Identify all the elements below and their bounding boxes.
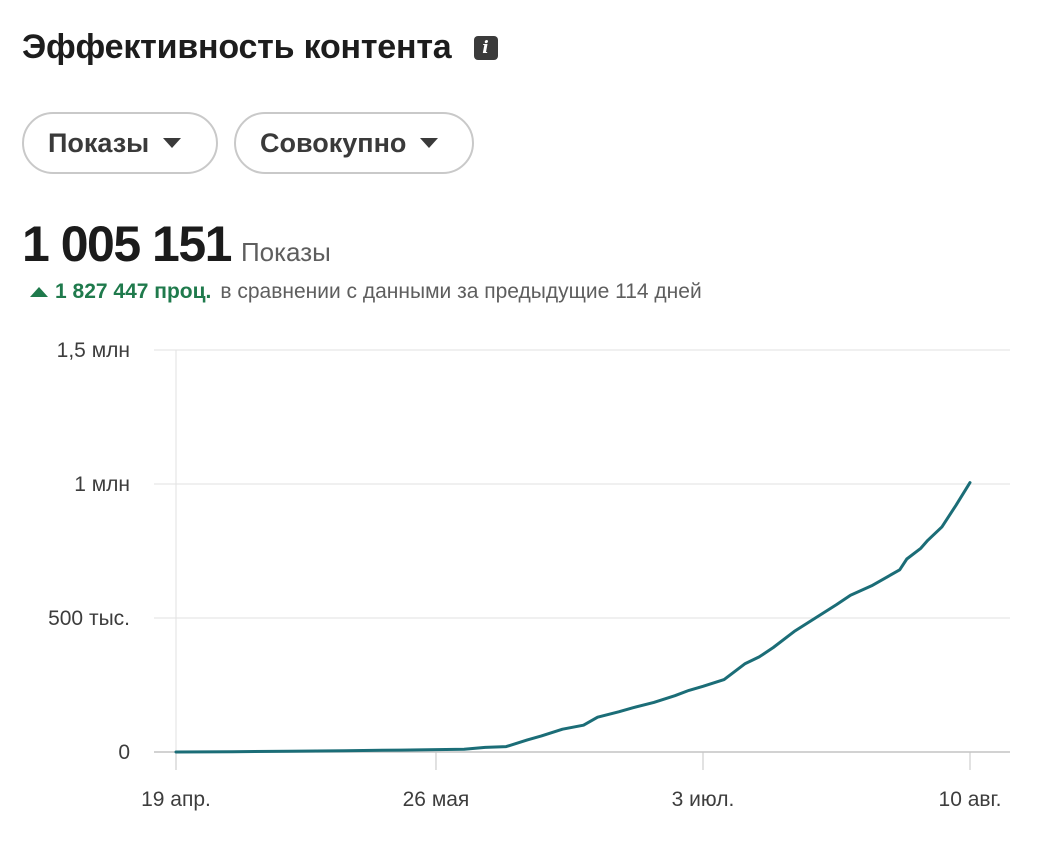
metric-dropdown[interactable]: Показы xyxy=(22,112,218,174)
comparison-row: 1 827 447 проц. в сравнении с данными за… xyxy=(30,280,702,304)
metric-dropdown-label: Показы xyxy=(48,127,150,158)
mode-dropdown[interactable]: Совокупно xyxy=(234,112,474,174)
filter-bar: Показы Совокупно xyxy=(22,112,474,174)
x-tick-label: 19 апр. xyxy=(141,788,211,811)
change-text: в сравнении с данными за предыдущие 114 … xyxy=(220,280,702,303)
y-tick-label: 500 тыс. xyxy=(48,607,130,630)
y-tick-label: 0 xyxy=(118,741,130,764)
x-tick-label: 26 мая xyxy=(403,788,470,811)
x-tick-label: 3 июл. xyxy=(672,788,735,811)
total-impressions-value: 1 005 151 xyxy=(22,216,232,272)
info-icon[interactable]: i xyxy=(473,35,498,60)
chevron-down-icon xyxy=(163,138,182,148)
total-impressions-label: Показы xyxy=(240,237,331,267)
chevron-down-icon xyxy=(420,138,439,148)
y-tick-label: 1 млн xyxy=(74,473,130,496)
mode-dropdown-label: Совокупно xyxy=(260,127,407,158)
y-tick-label: 1,5 млн xyxy=(57,339,130,362)
summary-metric: 1 005 151 Показы xyxy=(22,215,331,273)
change-value: 1 827 447 проц. xyxy=(55,280,212,303)
page-title: Эффективность контента xyxy=(22,28,452,66)
arrow-up-icon xyxy=(30,287,48,297)
header: Эффективность контента i xyxy=(22,28,498,67)
series-line xyxy=(174,481,972,754)
x-tick-label: 10 авг. xyxy=(939,788,1002,811)
